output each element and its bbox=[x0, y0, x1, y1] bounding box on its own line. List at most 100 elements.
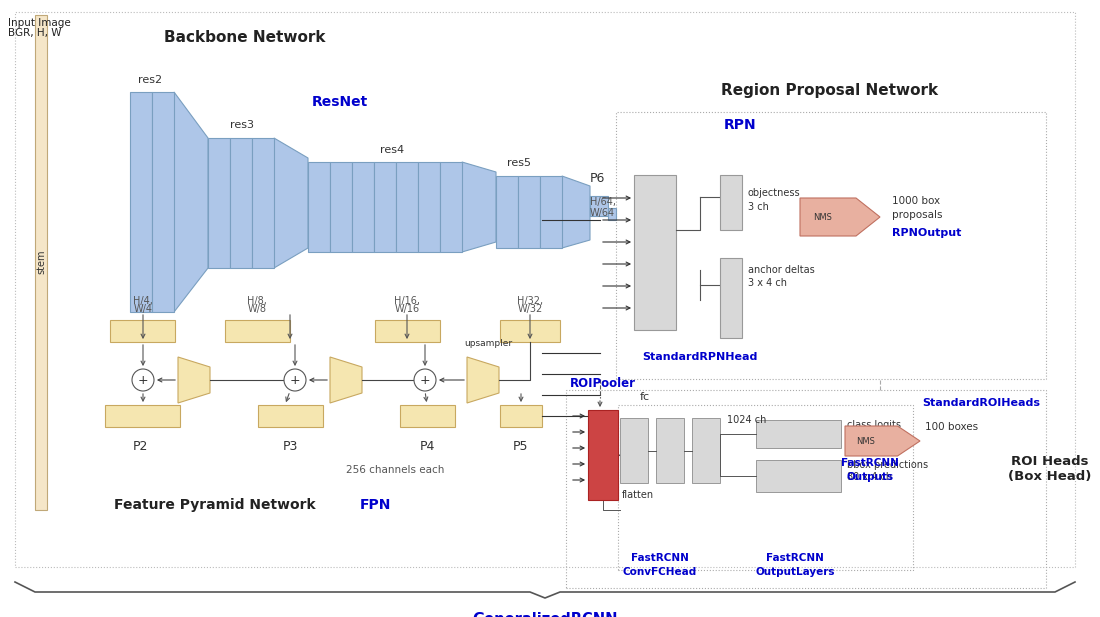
Text: W/32: W/32 bbox=[517, 304, 542, 314]
FancyArrow shape bbox=[845, 426, 920, 456]
Text: upsampler: upsampler bbox=[464, 339, 513, 348]
Text: class logits: class logits bbox=[847, 420, 901, 430]
Text: 1000 box: 1000 box bbox=[892, 196, 940, 206]
Bar bbox=[35, 15, 47, 510]
Polygon shape bbox=[462, 162, 496, 252]
Bar bbox=[110, 320, 175, 342]
Text: ROIPooler: ROIPooler bbox=[570, 377, 636, 390]
Bar bbox=[375, 320, 440, 342]
Text: +: + bbox=[138, 373, 148, 386]
Text: FPN: FPN bbox=[360, 498, 390, 512]
Text: H/64,: H/64, bbox=[590, 197, 616, 207]
Text: objectness: objectness bbox=[748, 188, 801, 198]
Bar bbox=[400, 405, 455, 427]
Text: res4: res4 bbox=[379, 145, 404, 155]
Bar bbox=[500, 320, 560, 342]
Text: 100 boxes: 100 boxes bbox=[925, 422, 978, 432]
Text: H/16,: H/16, bbox=[394, 296, 420, 306]
Text: W/8: W/8 bbox=[248, 304, 266, 314]
Text: 80 x 4 ch: 80 x 4 ch bbox=[847, 472, 892, 482]
Bar bbox=[152, 92, 174, 312]
Bar bbox=[540, 176, 562, 248]
Circle shape bbox=[132, 369, 154, 391]
Text: NMS: NMS bbox=[813, 212, 832, 222]
Text: P6: P6 bbox=[590, 172, 605, 185]
Text: W/4: W/4 bbox=[133, 304, 153, 314]
Bar bbox=[104, 405, 180, 427]
Text: RPNOutput: RPNOutput bbox=[892, 228, 961, 238]
Polygon shape bbox=[562, 176, 590, 248]
Text: proposals: proposals bbox=[892, 210, 943, 220]
Bar bbox=[634, 175, 676, 330]
Text: ConvFCHead: ConvFCHead bbox=[623, 567, 697, 577]
Text: res3: res3 bbox=[230, 120, 254, 130]
Text: ROI Heads: ROI Heads bbox=[1011, 455, 1089, 468]
Text: P5: P5 bbox=[514, 440, 529, 453]
Text: 3 ch: 3 ch bbox=[748, 202, 769, 212]
Text: Outputs: Outputs bbox=[846, 472, 893, 482]
Polygon shape bbox=[274, 138, 308, 268]
Text: FastRCNN: FastRCNN bbox=[842, 458, 899, 468]
Bar bbox=[608, 208, 616, 220]
Text: H/8,: H/8, bbox=[248, 296, 267, 306]
Bar bbox=[720, 258, 742, 338]
Polygon shape bbox=[174, 92, 208, 312]
Bar bbox=[418, 162, 440, 252]
Bar bbox=[756, 460, 842, 492]
Text: res5: res5 bbox=[507, 158, 531, 168]
Text: +: + bbox=[289, 373, 300, 386]
Text: P4: P4 bbox=[419, 440, 435, 453]
Bar bbox=[352, 162, 374, 252]
Text: Feature Pyramid Network: Feature Pyramid Network bbox=[114, 498, 316, 512]
Bar bbox=[374, 162, 396, 252]
Text: StandardRPNHead: StandardRPNHead bbox=[642, 352, 758, 362]
Polygon shape bbox=[330, 357, 362, 403]
Bar bbox=[518, 176, 540, 248]
Bar bbox=[618, 405, 913, 570]
Polygon shape bbox=[178, 357, 210, 403]
Text: W/64: W/64 bbox=[590, 208, 615, 218]
Bar bbox=[230, 138, 252, 268]
Bar bbox=[208, 138, 230, 268]
Text: stem: stem bbox=[36, 250, 46, 274]
Bar bbox=[656, 418, 684, 483]
Text: StandardROIHeads: StandardROIHeads bbox=[922, 398, 1040, 408]
Text: 81 ch: 81 ch bbox=[847, 432, 874, 442]
Text: Region Proposal Network: Region Proposal Network bbox=[722, 83, 938, 98]
Bar bbox=[258, 405, 323, 427]
Text: P2: P2 bbox=[132, 440, 147, 453]
Text: fc: fc bbox=[640, 392, 650, 402]
Text: +: + bbox=[420, 373, 430, 386]
Text: 1024 ch: 1024 ch bbox=[727, 415, 767, 425]
Bar bbox=[620, 418, 648, 483]
Text: Backbone Network: Backbone Network bbox=[164, 30, 326, 45]
Text: flatten: flatten bbox=[621, 490, 654, 500]
Text: NMS: NMS bbox=[857, 436, 876, 445]
Bar bbox=[496, 176, 518, 248]
FancyArrow shape bbox=[800, 198, 880, 236]
Text: 256 channels each: 256 channels each bbox=[345, 465, 444, 475]
Bar bbox=[252, 138, 274, 268]
Text: GeneralizedRCNN: GeneralizedRCNN bbox=[472, 612, 618, 617]
Text: ResNet: ResNet bbox=[312, 95, 368, 109]
Bar bbox=[500, 405, 542, 427]
Text: P3: P3 bbox=[283, 440, 298, 453]
Text: bbox predictions: bbox predictions bbox=[847, 460, 928, 470]
Circle shape bbox=[284, 369, 306, 391]
Bar bbox=[692, 418, 720, 483]
Text: 3 x 4 ch: 3 x 4 ch bbox=[748, 278, 786, 288]
Bar bbox=[588, 410, 618, 500]
Text: H/4,: H/4, bbox=[133, 296, 153, 306]
Bar bbox=[130, 92, 152, 312]
Text: anchor deltas: anchor deltas bbox=[748, 265, 815, 275]
Text: OutputLayers: OutputLayers bbox=[756, 567, 835, 577]
Text: FastRCNN: FastRCNN bbox=[631, 553, 689, 563]
Text: W/16: W/16 bbox=[395, 304, 419, 314]
Bar bbox=[566, 390, 1046, 588]
Text: BGR, H, W: BGR, H, W bbox=[8, 28, 62, 38]
Bar bbox=[330, 162, 352, 252]
Text: FastRCNN: FastRCNN bbox=[766, 553, 824, 563]
Bar bbox=[720, 175, 742, 230]
Bar bbox=[226, 320, 290, 342]
Bar bbox=[756, 420, 842, 448]
